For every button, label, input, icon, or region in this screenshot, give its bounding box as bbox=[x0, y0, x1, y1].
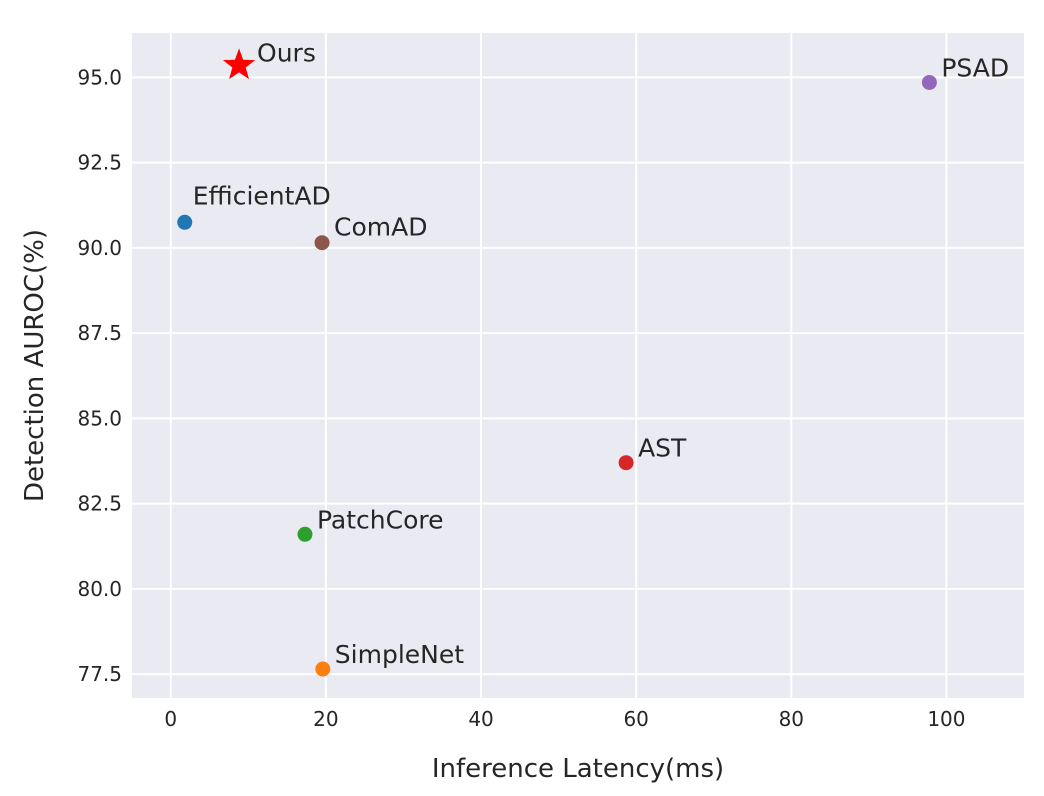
y-tick-label: 85.0 bbox=[77, 406, 122, 430]
x-tick-label: 0 bbox=[164, 707, 177, 731]
data-points bbox=[177, 48, 937, 677]
tick-labels: 0 20 40 60 80 100 77.5 80.0 82.5 85.0 87.5 90.0 92.5… bbox=[77, 65, 965, 731]
x-tick-label: 20 bbox=[313, 707, 338, 731]
point-simplenet bbox=[315, 661, 331, 677]
point-ast bbox=[618, 455, 634, 471]
point-patchcore bbox=[297, 526, 313, 542]
point-efficientad bbox=[177, 214, 193, 230]
y-tick-label: 87.5 bbox=[77, 321, 122, 345]
y-tick-label: 80.0 bbox=[77, 577, 122, 601]
point-label-psad: PSAD bbox=[941, 53, 1009, 82]
x-tick-label: 80 bbox=[779, 707, 804, 731]
y-tick-label: 92.5 bbox=[77, 151, 122, 175]
x-axis-label: Inference Latency(ms) bbox=[432, 754, 724, 784]
point-label-efficientad: EfficientAD bbox=[193, 181, 331, 210]
point-ours bbox=[222, 48, 256, 80]
point-label-ast: AST bbox=[638, 434, 687, 463]
grid-lines bbox=[132, 33, 1024, 698]
point-label-ours: Ours bbox=[257, 38, 316, 67]
point-label-patchcore: PatchCore bbox=[317, 505, 444, 534]
y-tick-label: 77.5 bbox=[77, 662, 122, 686]
y-tick-label: 95.0 bbox=[77, 65, 122, 89]
plot-area bbox=[132, 33, 1024, 698]
y-tick-label: 82.5 bbox=[77, 492, 122, 516]
x-tick-label: 100 bbox=[927, 707, 965, 731]
point-psad bbox=[921, 74, 937, 90]
point-comad bbox=[314, 235, 330, 251]
y-axis-label: Detection AUROC(%) bbox=[20, 229, 50, 502]
x-tick-label: 40 bbox=[468, 707, 493, 731]
x-tick-label: 60 bbox=[623, 707, 648, 731]
point-label-comad: ComAD bbox=[334, 213, 427, 242]
y-tick-label: 90.0 bbox=[77, 236, 122, 260]
point-label-simplenet: SimpleNet bbox=[335, 640, 464, 669]
